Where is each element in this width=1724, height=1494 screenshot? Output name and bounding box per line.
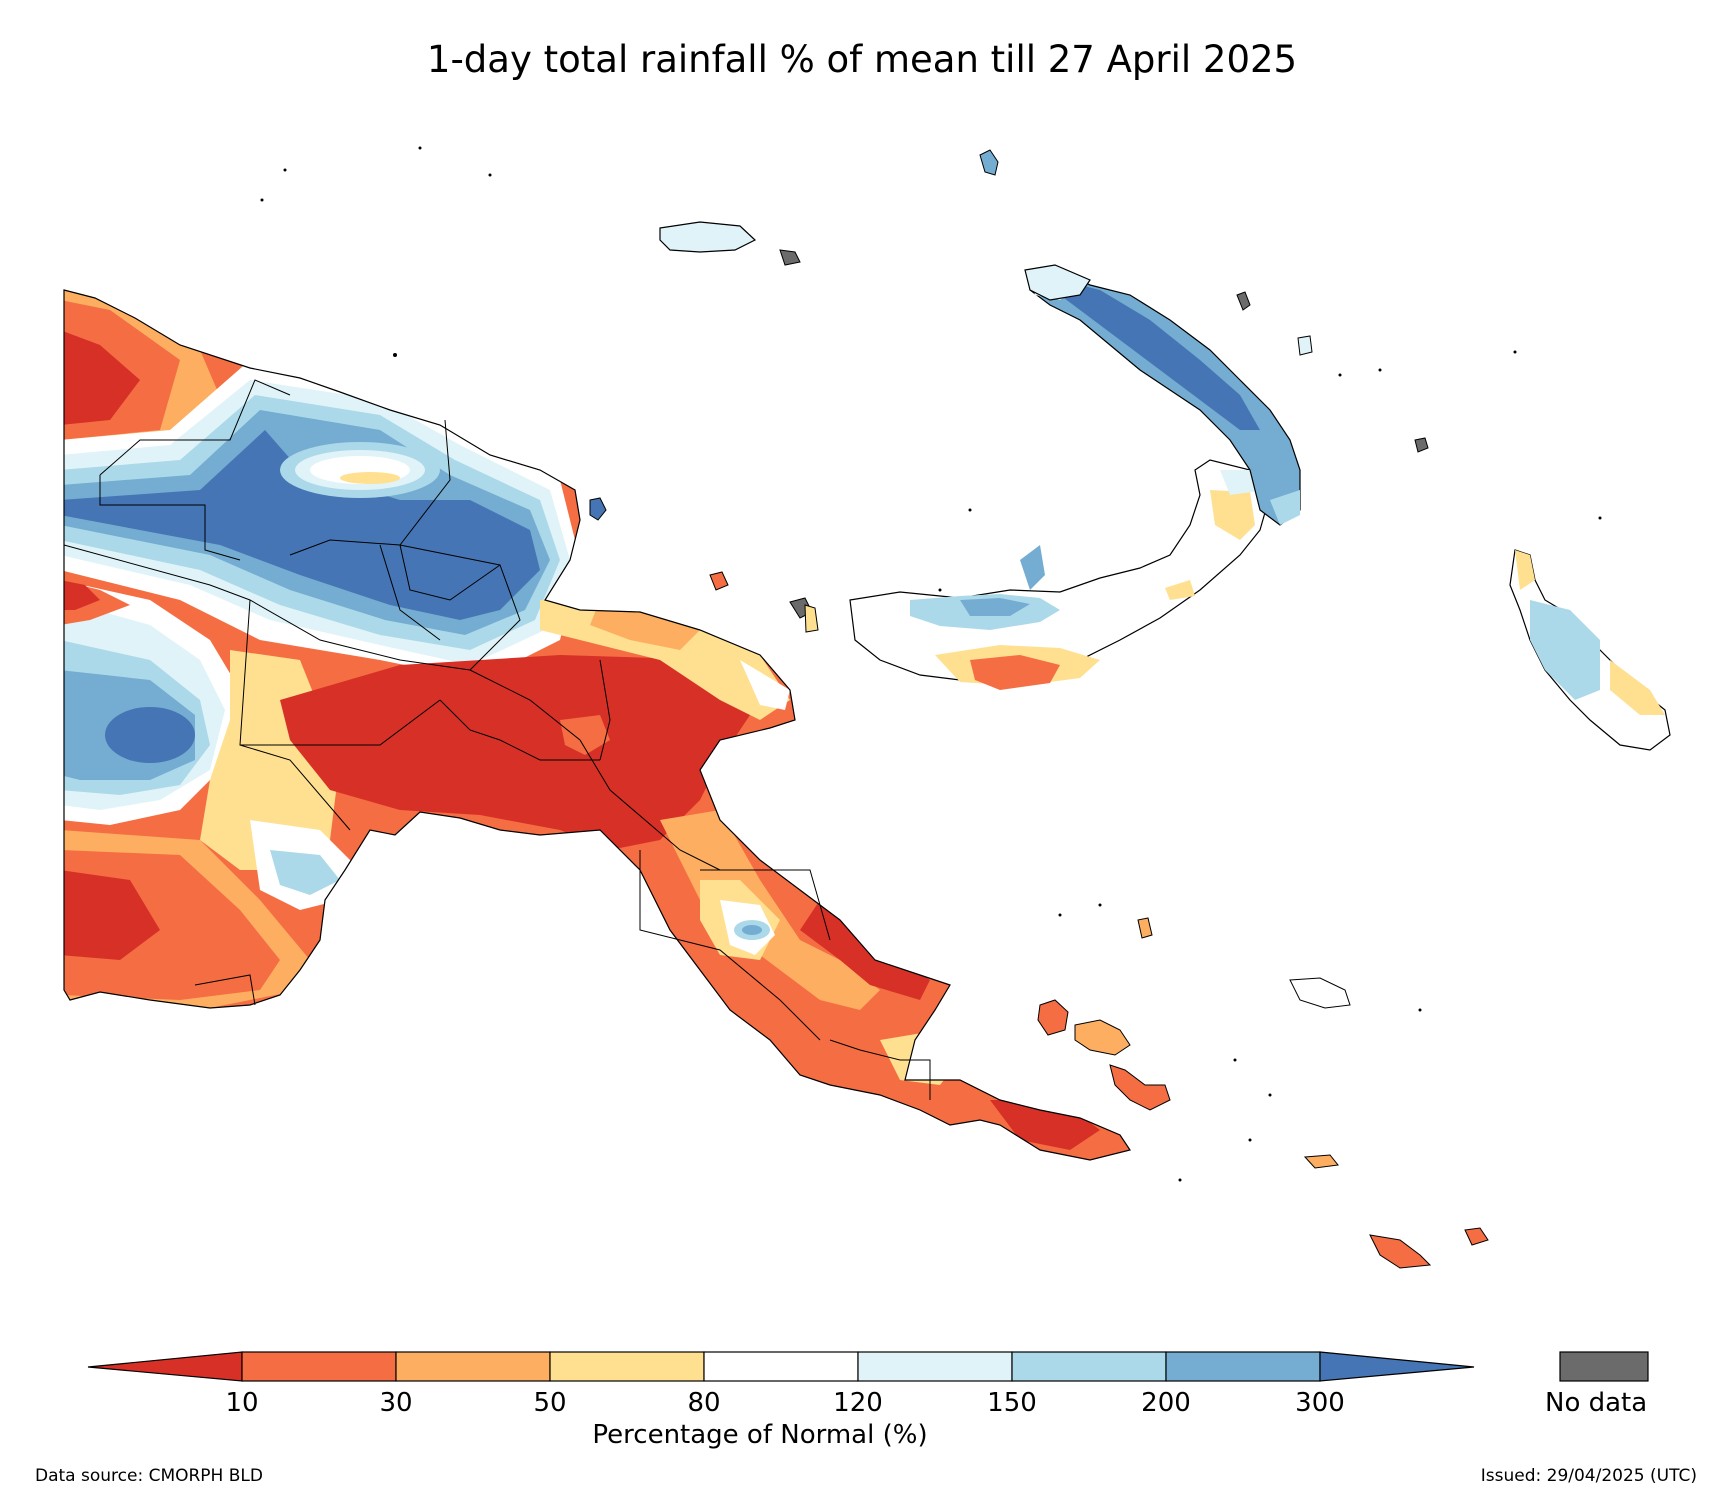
normanby-island [1109, 1064, 1171, 1111]
tagula-island [1369, 1234, 1432, 1269]
colorbar-tick-label: 80 [687, 1388, 721, 1418]
manus-island [659, 221, 757, 253]
colorbar-segment [241, 1351, 397, 1382]
colorbar-segment [857, 1351, 1013, 1382]
colorbar-tick-label: 150 [987, 1388, 1037, 1418]
misima-island [1303, 1154, 1339, 1169]
mainland-outline [63, 289, 1131, 1161]
colorbar-label: Percentage of Normal (%) [592, 1420, 928, 1450]
no-data-swatch [1559, 1351, 1649, 1382]
rossel-island [1464, 1227, 1489, 1246]
fergusson-island [1074, 1019, 1131, 1056]
new-hanover-island [1024, 264, 1091, 301]
colorbar-segment [703, 1351, 859, 1382]
woodlark-island [1289, 977, 1351, 1009]
issued-date: Issued: 29/04/2025 (UTC) [1480, 1466, 1697, 1486]
colorbar-segment [1165, 1351, 1321, 1382]
long-island [709, 571, 729, 591]
colorbar-tick-label: 200 [1141, 1388, 1191, 1418]
data-source: Data source: CMORPH BLD [35, 1466, 263, 1486]
umboi-island [804, 604, 819, 633]
colorbar-low-extension [87, 1351, 243, 1382]
colorbar-segment [1011, 1351, 1167, 1382]
island-nodata-2 [1414, 437, 1429, 453]
colorbar-high-extension [1319, 1351, 1475, 1382]
trobriand-island [1137, 917, 1153, 939]
colorbar-tick-label: 300 [1295, 1388, 1345, 1418]
colorbar-tick-label: 30 [379, 1388, 413, 1418]
bougainville-island [1509, 549, 1671, 751]
colorbar-tick-label: 50 [533, 1388, 567, 1418]
colorbar-tick-label: 120 [833, 1388, 883, 1418]
karkar-island [589, 497, 607, 521]
island-light-1 [1297, 335, 1313, 356]
colorbar-segment [549, 1351, 705, 1382]
map-title: 1-day total rainfall % of mean till 27 A… [426, 38, 1298, 81]
colorbar-tick-label: 10 [225, 1388, 259, 1418]
goodenough-island [1037, 999, 1069, 1036]
colorbar-segment [395, 1351, 551, 1382]
small-islets [260, 146, 1602, 1182]
mussau-island [979, 149, 999, 176]
manus-nodata [779, 249, 801, 266]
island-nodata-1 [1236, 291, 1251, 311]
no-data-label: No data [1545, 1388, 1648, 1418]
province-boundaries [63, 290, 931, 1100]
